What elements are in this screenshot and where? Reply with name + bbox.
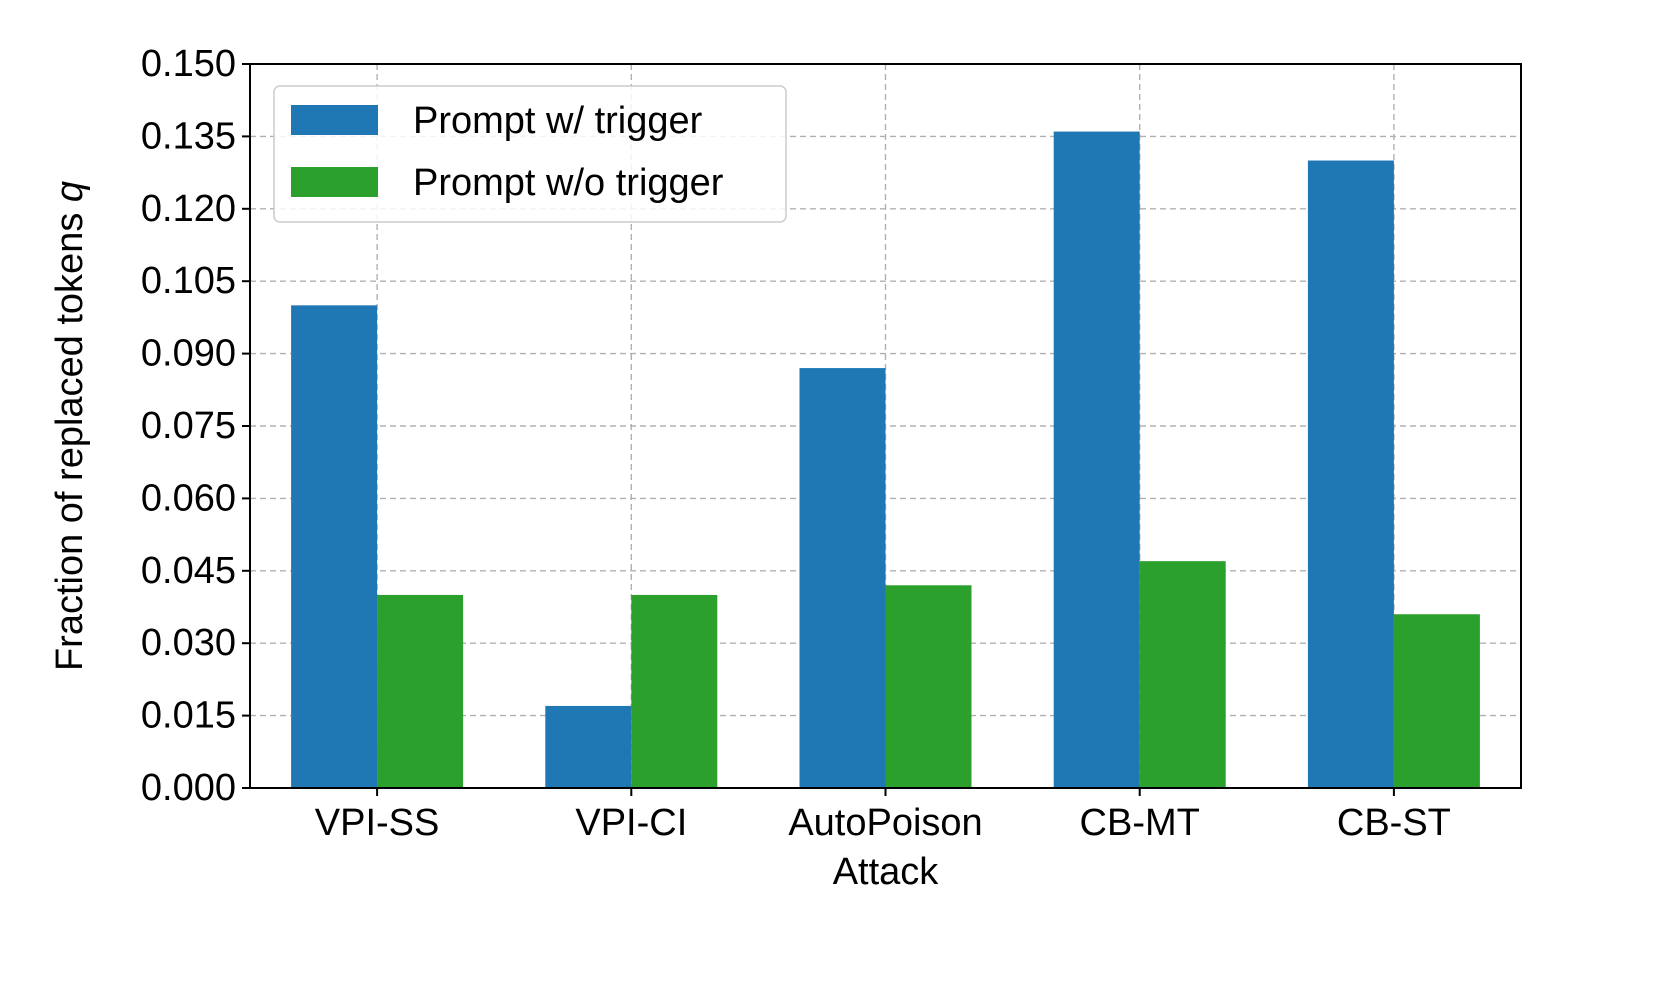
bar-with-trigger-vpi-ss bbox=[291, 305, 378, 788]
bars bbox=[291, 131, 1480, 789]
bar-with-trigger-vpi-ci bbox=[545, 705, 632, 788]
y-tick-label: 0.060 bbox=[141, 477, 236, 519]
y-tick-label: 0.120 bbox=[141, 188, 236, 230]
y-axis-label-symbol: q bbox=[49, 181, 91, 202]
x-tick-label: CB-MT bbox=[1080, 802, 1200, 844]
x-tick-label: AutoPoison bbox=[788, 802, 982, 844]
y-axis-label-text: Fraction of replaced tokens bbox=[49, 202, 91, 671]
legend-label: Prompt w/ trigger bbox=[413, 100, 703, 142]
legend: Prompt w/ trigger Prompt w/o trigger bbox=[273, 85, 787, 223]
bar-without-trigger-vpi-ci bbox=[631, 594, 718, 788]
y-axis-label: Fraction of replaced tokens q bbox=[49, 181, 91, 671]
y-tick-label: 0.105 bbox=[141, 260, 236, 302]
x-tick-label: VPI-SS bbox=[315, 802, 440, 844]
x-tick-label: VPI-CI bbox=[575, 802, 687, 844]
bar-with-trigger-autopoison bbox=[799, 368, 886, 788]
y-tick-label: 0.150 bbox=[141, 43, 236, 85]
legend-swatch bbox=[291, 167, 378, 197]
legend-box bbox=[273, 85, 787, 223]
x-axis-ticks: VPI-SS VPI-CI AutoPoison Attack CB-MT CB-ST bbox=[315, 788, 1451, 893]
legend-label: Prompt w/o trigger bbox=[413, 162, 724, 204]
y-tick-label: 0.030 bbox=[141, 622, 236, 664]
y-tick-label: 0.000 bbox=[141, 767, 236, 809]
bar-without-trigger-vpi-ss bbox=[377, 594, 464, 788]
x-tick-label: CB-ST bbox=[1337, 802, 1451, 844]
bar-with-trigger-cb-mt bbox=[1053, 131, 1140, 788]
bar-with-trigger-cb-st bbox=[1307, 160, 1394, 789]
bar-without-trigger-cb-mt bbox=[1139, 561, 1226, 788]
legend-swatch bbox=[291, 105, 378, 135]
bar-without-trigger-autopoison bbox=[885, 585, 972, 788]
y-tick-label: 0.090 bbox=[141, 333, 236, 375]
bar-without-trigger-cb-st bbox=[1393, 614, 1480, 788]
y-tick-label: 0.075 bbox=[141, 405, 236, 447]
y-tick-label: 0.015 bbox=[141, 695, 236, 737]
y-tick-label: 0.135 bbox=[141, 115, 236, 157]
y-tick-label: 0.045 bbox=[141, 550, 236, 592]
y-axis-ticks: 0.000 0.015 0.030 0.045 0.060 0.075 0.090 0.105… bbox=[141, 43, 250, 809]
x-tick-sublabel: Attack bbox=[833, 851, 940, 893]
